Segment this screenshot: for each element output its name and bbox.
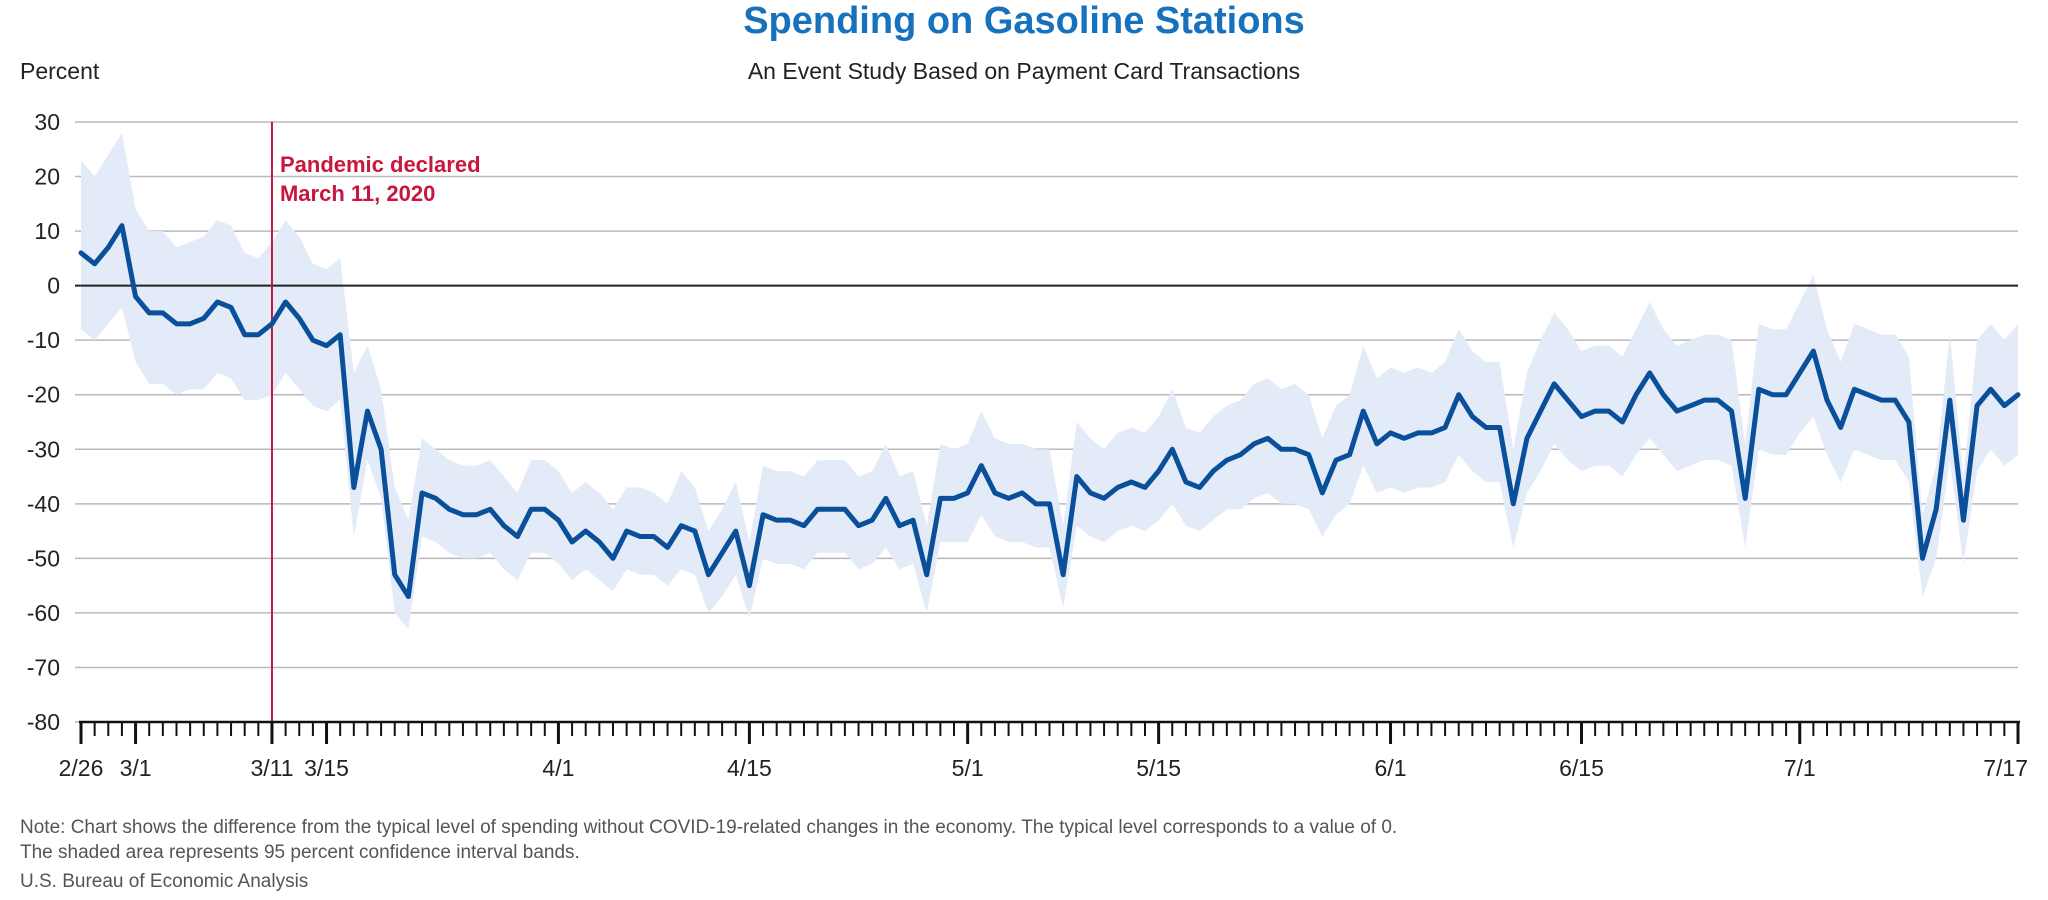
x-tick-label: 6/15	[1559, 755, 1604, 781]
x-tick-label: 7/17	[1983, 755, 2028, 781]
event-label-line-1: Pandemic declared	[280, 152, 481, 177]
chart-canvas: Pandemic declared March 11, 2020 30 20 10 0 -…	[27, 109, 2028, 781]
y-tick-label: -50	[27, 545, 60, 571]
x-tick-label: 7/1	[1784, 755, 1816, 781]
y-tick-label: 10	[34, 218, 60, 244]
y-tick-label: 20	[34, 164, 60, 190]
x-tick-label: 5/1	[952, 755, 984, 781]
event-layer: Pandemic declared March 11, 2020	[270, 122, 481, 722]
event-label-line-2: March 11, 2020	[280, 181, 435, 206]
y-tick-label: -60	[27, 600, 60, 626]
x-tick-label: 4/15	[727, 755, 772, 781]
x-axis-layer: 2/26 3/1 3/11 3/15 4/1 4/15 5/1 5/15 6/1 6/15 7/1 7…	[59, 720, 2028, 781]
x-tick-label: 3/1	[120, 755, 152, 781]
x-tick-label: 6/1	[1375, 755, 1407, 781]
y-tick-label: -20	[27, 382, 60, 408]
x-tick-label: 4/1	[542, 755, 574, 781]
y-tick-label: -80	[27, 709, 60, 735]
y-tick-label: 0	[47, 273, 60, 299]
chart-subtitle: An Event Study Based on Payment Card Tra…	[747, 58, 1301, 84]
confidence-band-layer	[81, 132, 2018, 630]
x-tick-label: 3/11	[250, 755, 293, 781]
y-axis-label: Percent	[20, 58, 100, 84]
chart-title: Spending on Gasoline Stations	[743, 0, 1305, 42]
y-tick-label: -10	[27, 327, 60, 353]
y-tick-layer: 30 20 10 0 -10 -20 -30 -40 -50 -60 -70 -80	[27, 109, 60, 735]
note-line-2: The shaded area represents 95 percent co…	[20, 842, 580, 863]
y-tick-label: -70	[27, 654, 60, 680]
confidence-band	[81, 132, 2018, 630]
series-line	[78, 223, 2021, 600]
x-tick-label: 5/15	[1136, 755, 1181, 781]
note-line-1: Note: Chart shows the difference from th…	[20, 817, 1398, 838]
chart-source: U.S. Bureau of Economic Analysis	[20, 871, 309, 892]
x-tick-label: 2/26	[59, 755, 104, 781]
series-line-layer	[78, 223, 2021, 600]
y-tick-label: -30	[27, 436, 60, 462]
y-tick-label: -40	[27, 491, 60, 517]
x-tick-label: 3/15	[304, 755, 349, 781]
chart-note: Note: Chart shows the difference from th…	[20, 815, 1397, 865]
y-tick-label: 30	[34, 109, 60, 135]
